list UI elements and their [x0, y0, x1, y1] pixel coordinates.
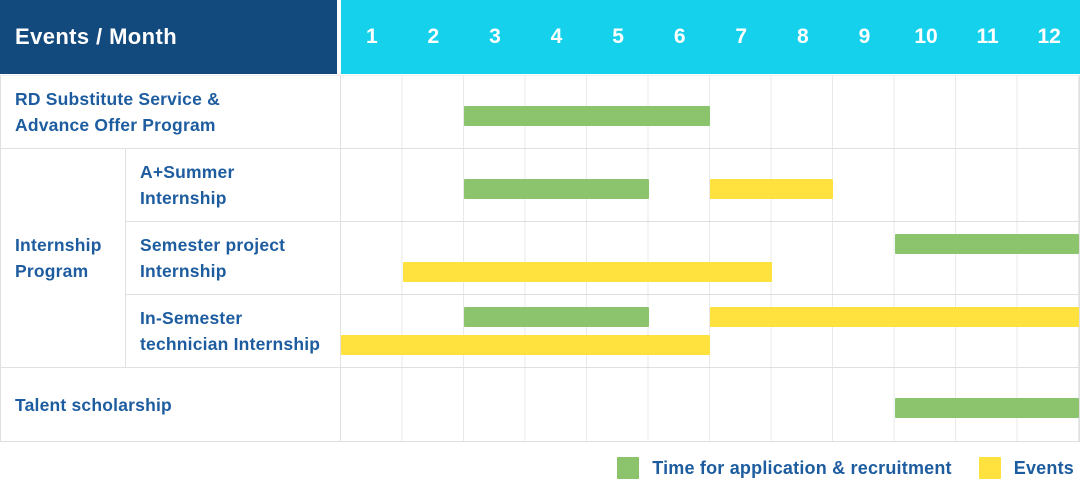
legend-item-event: Events — [978, 457, 1074, 479]
application-bar — [464, 307, 649, 327]
label-line: Semester project — [140, 235, 286, 255]
chart-row-3 — [341, 295, 1079, 368]
event-bar — [341, 335, 710, 355]
event-bar — [710, 307, 1079, 327]
label-line: Advance Offer Program — [15, 115, 216, 135]
application-bar — [894, 234, 1079, 254]
event-sublabel-2-lines: Semester project Internship — [140, 232, 285, 284]
month-header-3: 3 — [489, 25, 501, 48]
event-bar — [402, 262, 772, 282]
legend-label-application: Time for application & recruitment — [652, 457, 952, 478]
month-header-11: 11 — [976, 25, 999, 48]
legend-swatch-event — [978, 457, 1001, 479]
event-sublabel-1-lines: A+Summer Internship — [140, 159, 234, 211]
chart-row-0 — [341, 76, 1079, 149]
month-header-8: 8 — [796, 25, 809, 48]
event-label-4: Talent scholarship — [1, 368, 341, 441]
month-header-10: 10 — [914, 25, 938, 48]
group-label-internship-program-lines: Internship Program — [15, 232, 102, 284]
legend: Time for application & recruitment Events — [0, 457, 1080, 479]
table-title: Events / Month — [15, 24, 178, 49]
event-sublabel-1: A+Summer Internship — [126, 149, 341, 222]
month-header-2: 2 — [427, 25, 440, 48]
application-bar — [464, 106, 710, 126]
event-label-0-lines: RD Substitute Service & Advance Offer Pro… — [15, 86, 220, 138]
label-line: Internship — [15, 235, 102, 255]
chart-row-4 — [341, 368, 1079, 441]
event-sublabel-3: In-Semester technician Internship — [126, 295, 341, 368]
label-line: technician Internship — [140, 334, 321, 354]
label-line: A+Summer — [140, 162, 235, 182]
label-line: Talent scholarship — [15, 394, 172, 415]
month-header-4: 4 — [550, 25, 563, 48]
legend-label-event: Events — [1013, 457, 1074, 478]
event-sublabel-2: Semester project Internship — [126, 222, 341, 295]
legend-swatch-application — [617, 457, 640, 479]
chart-row-2 — [341, 222, 1079, 295]
group-label-internship-program: Internship Program — [1, 149, 126, 368]
label-line: RD Substitute Service & — [15, 89, 220, 109]
label-line: Program — [15, 261, 89, 281]
application-bar — [464, 179, 649, 199]
event-label-0: RD Substitute Service & Advance Offer Pro… — [1, 76, 341, 149]
header-title-cell: Events / Month — [0, 0, 337, 74]
legend-item-application: Time for application & recruitment — [617, 457, 952, 479]
event-label-4-lines: Talent scholarship — [15, 392, 172, 418]
chart-row-1 — [341, 149, 1079, 222]
table-header-row: Events / Month 1 2 3 4 5 6 7 8 9 10 11 12 — [0, 0, 1080, 74]
label-line: Internship — [140, 188, 227, 208]
month-header-1: 1 — [365, 25, 378, 48]
label-line: Internship — [140, 261, 227, 281]
month-header-7: 7 — [735, 25, 748, 48]
application-bar — [894, 398, 1079, 418]
label-line: In-Semester — [140, 308, 243, 328]
month-header-strip: 1 2 3 4 5 6 7 8 9 10 11 12 — [341, 0, 1080, 74]
month-header-12: 12 — [1037, 25, 1061, 48]
month-header-6: 6 — [673, 25, 686, 48]
event-bar — [710, 179, 833, 199]
month-header-5: 5 — [612, 25, 624, 48]
month-header-9: 9 — [858, 25, 871, 48]
event-sublabel-3-lines: In-Semester technician Internship — [140, 305, 320, 357]
events-table-body: RD Substitute Service & Advance Offer Pro… — [0, 75, 1080, 442]
